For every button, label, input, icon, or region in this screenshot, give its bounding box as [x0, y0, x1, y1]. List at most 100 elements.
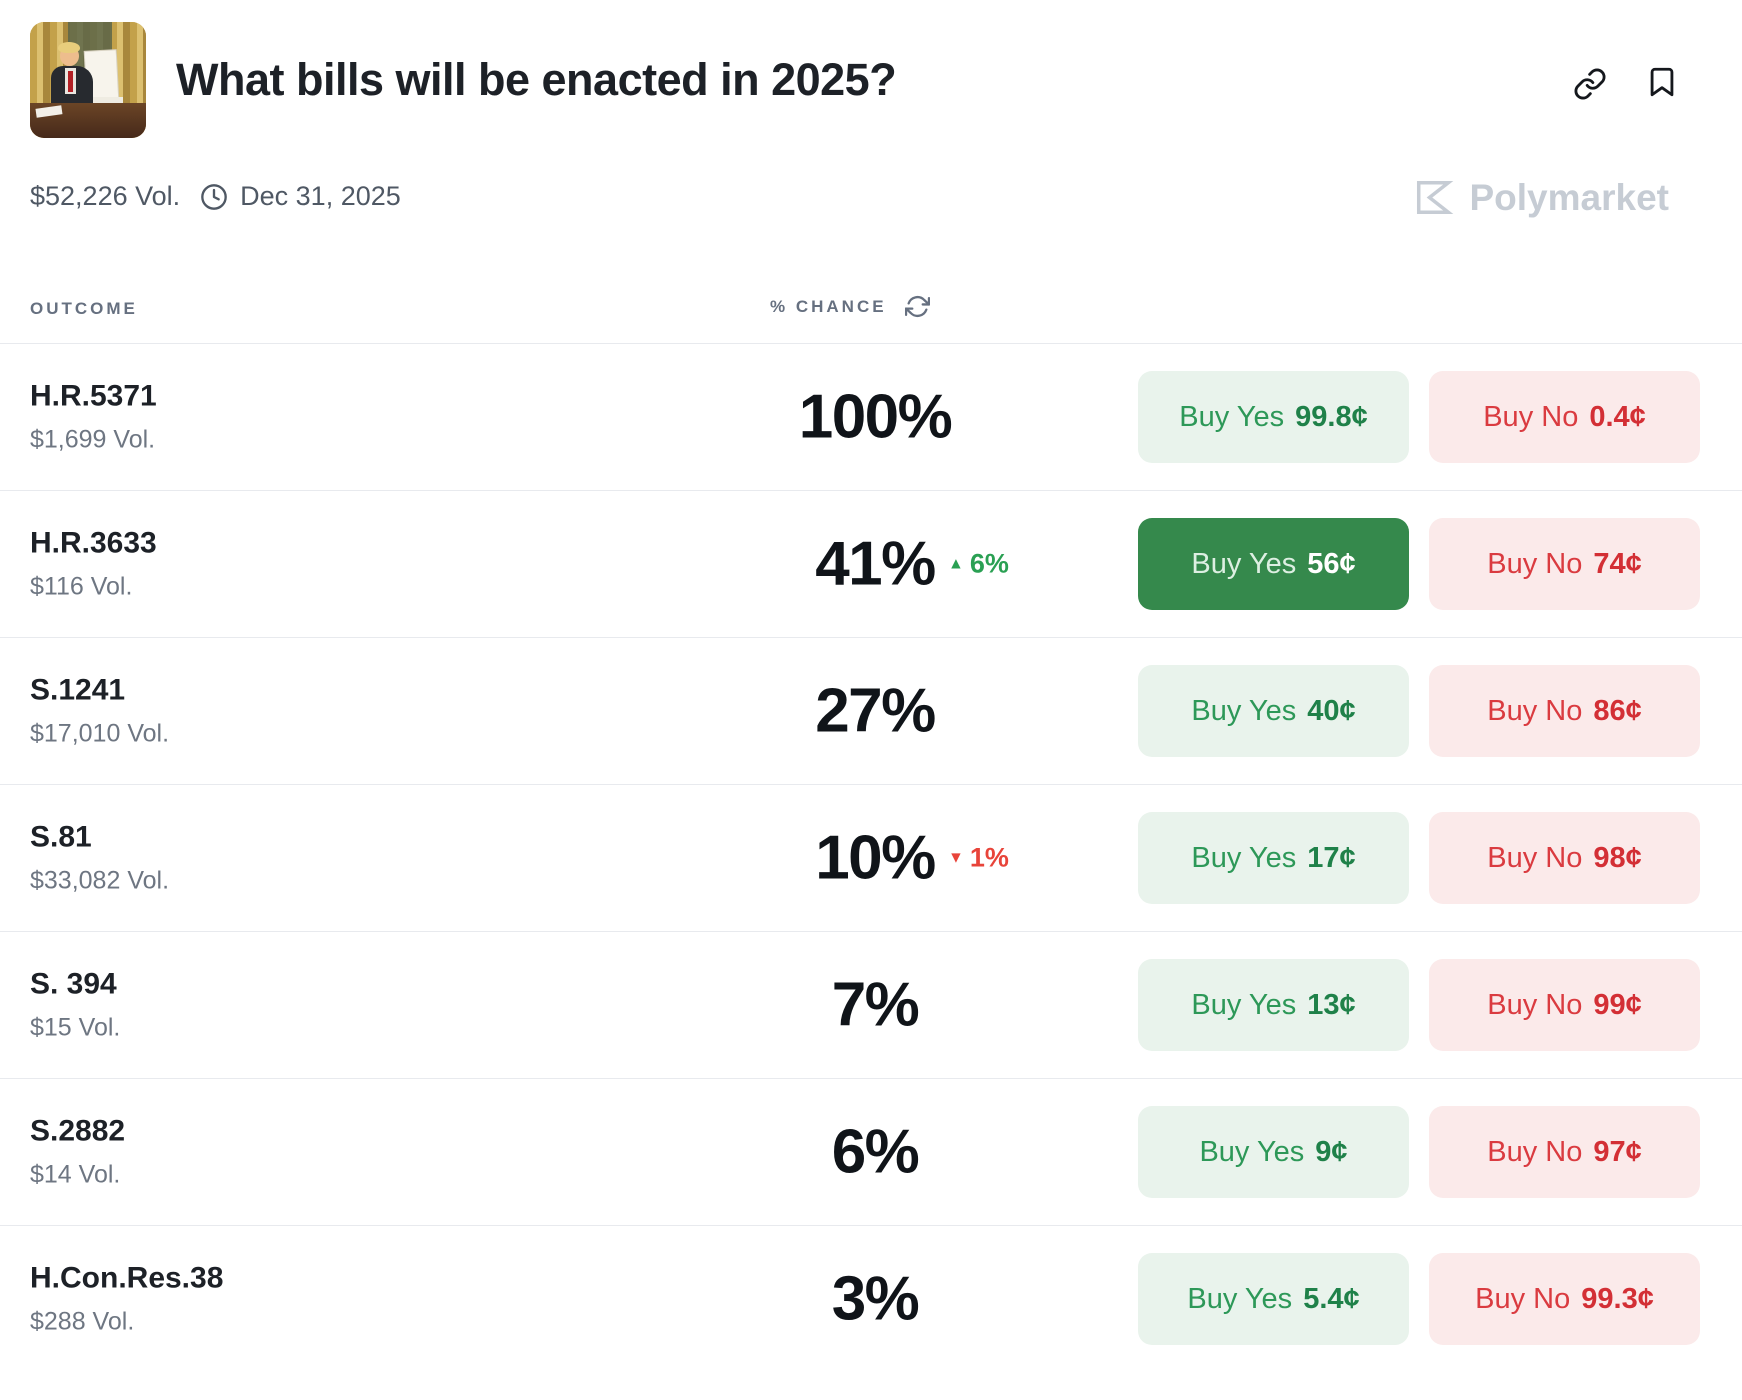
chance-value: 100%	[798, 382, 953, 452]
buy-no-label: Buy No	[1487, 547, 1583, 580]
outcome-cell: H.R.5371 $1,699 Vol.	[30, 380, 157, 455]
buy-no-price: 74¢	[1593, 547, 1642, 580]
buy-no-button[interactable]: Buy No 0.4¢	[1429, 371, 1700, 463]
buy-no-price: 97¢	[1593, 1135, 1642, 1168]
market-meta: $52,226 Vol. Dec 31, 2025	[30, 181, 401, 212]
buy-yes-button[interactable]: Buy Yes 40¢	[1138, 665, 1409, 757]
buy-no-label: Buy No	[1483, 400, 1579, 433]
outcome-volume: $116 Vol.	[30, 572, 133, 601]
chance-value: 27%	[815, 676, 936, 746]
table-row: S. 394 $15 Vol. 7% Buy Yes 13¢ Buy No 99…	[0, 931, 1742, 1078]
outcome-table: H.R.5371 $1,699 Vol. 100% Buy Yes 99.8¢ …	[0, 343, 1742, 1372]
outcome-name: H.Con.Res.38	[30, 1261, 224, 1295]
delta-value: 1%	[969, 842, 1009, 873]
chance-column-header: % CHANCE	[770, 296, 887, 316]
refresh-icon	[904, 295, 930, 318]
buy-yes-button[interactable]: Buy Yes 9¢	[1138, 1106, 1409, 1198]
outcome-name: S.1241	[30, 673, 126, 707]
outcome-name: H.R.3633	[30, 526, 157, 560]
delta-value: 6%	[969, 548, 1009, 579]
chance-value: 7%	[831, 970, 920, 1040]
buy-yes-label: Buy Yes	[1199, 1135, 1305, 1168]
buy-yes-label: Buy Yes	[1191, 988, 1297, 1021]
buy-yes-button[interactable]: Buy Yes 99.8¢	[1138, 371, 1409, 463]
buy-no-price: 99¢	[1593, 988, 1642, 1021]
outcome-column-header: OUTCOME	[30, 299, 138, 318]
delta-up-icon: ▲	[948, 555, 964, 572]
outcome-name: S.2882	[30, 1114, 126, 1148]
buy-no-button[interactable]: Buy No 99.3¢	[1429, 1253, 1700, 1345]
outcome-volume: $288 Vol.	[30, 1307, 135, 1336]
chance-delta: ▲ 6%	[948, 549, 1009, 580]
outcome-volume: $15 Vol.	[30, 1013, 121, 1042]
table-row: H.R.3633 $116 Vol. 41% ▲ 6% Buy Yes 56¢ …	[0, 490, 1742, 637]
bookmark-icon	[1650, 67, 1674, 97]
market-thumbnail	[30, 22, 146, 138]
chance-value: 41%	[815, 529, 936, 599]
buy-yes-label: Buy Yes	[1191, 694, 1297, 727]
refresh-button[interactable]	[904, 294, 930, 319]
delta-down-icon: ▼	[948, 849, 964, 866]
buy-yes-button[interactable]: Buy Yes 17¢	[1138, 812, 1409, 904]
buy-yes-price: 17¢	[1307, 841, 1356, 874]
outcome-cell: S.2882 $14 Vol.	[30, 1115, 125, 1190]
buy-no-price: 99.3¢	[1581, 1282, 1654, 1315]
polymarket-logo-mark	[1416, 180, 1453, 215]
copy-link-button[interactable]	[1570, 64, 1610, 104]
buy-yes-label: Buy Yes	[1191, 547, 1297, 580]
page-title: What bills will be enacted in 2025?	[176, 54, 897, 105]
table-row: S.1241 $17,010 Vol. 27% Buy Yes 40¢ Buy …	[0, 637, 1742, 784]
buy-no-button[interactable]: Buy No 98¢	[1429, 812, 1700, 904]
chance-value: 6%	[831, 1117, 920, 1187]
outcome-cell: H.R.3633 $116 Vol.	[30, 527, 157, 602]
market-end-date: Dec 31, 2025	[240, 181, 401, 211]
buy-no-button[interactable]: Buy No 86¢	[1429, 665, 1700, 757]
outcome-cell: H.Con.Res.38 $288 Vol.	[30, 1262, 223, 1337]
polymarket-logo[interactable]: Polymarket	[1412, 176, 1669, 219]
outcome-volume: $14 Vol.	[30, 1160, 121, 1189]
buy-yes-label: Buy Yes	[1191, 841, 1297, 874]
buy-no-price: 86¢	[1593, 694, 1642, 727]
clock-icon	[201, 183, 227, 210]
buy-yes-button[interactable]: Buy Yes 13¢	[1138, 959, 1409, 1051]
buy-no-label: Buy No	[1487, 1135, 1583, 1168]
buy-no-button[interactable]: Buy No 97¢	[1429, 1106, 1700, 1198]
buy-no-label: Buy No	[1487, 694, 1583, 727]
outcome-volume: $1,699 Vol.	[30, 425, 156, 454]
buy-no-label: Buy No	[1487, 841, 1583, 874]
buy-yes-label: Buy Yes	[1187, 1282, 1293, 1315]
buy-no-price: 98¢	[1593, 841, 1642, 874]
buy-yes-price: 40¢	[1307, 694, 1356, 727]
chance-value: 3%	[831, 1264, 920, 1334]
buy-no-label: Buy No	[1475, 1282, 1571, 1315]
buy-yes-price: 9¢	[1315, 1135, 1348, 1168]
table-row: H.R.5371 $1,699 Vol. 100% Buy Yes 99.8¢ …	[0, 343, 1742, 490]
buy-yes-button[interactable]: Buy Yes 56¢	[1138, 518, 1409, 610]
outcome-cell: S. 394 $15 Vol.	[30, 968, 120, 1043]
market-end-date-group: Dec 31, 2025	[200, 181, 401, 212]
link-icon	[1574, 68, 1606, 100]
buy-yes-price: 5.4¢	[1303, 1282, 1360, 1315]
buy-yes-button[interactable]: Buy Yes 5.4¢	[1138, 1253, 1409, 1345]
buy-yes-price: 99.8¢	[1295, 400, 1368, 433]
thumbnail-figure-tie	[68, 70, 73, 92]
table-row: S.81 $33,082 Vol. 10% ▼ 1% Buy Yes 17¢ B…	[0, 784, 1742, 931]
buy-no-button[interactable]: Buy No 99¢	[1429, 959, 1700, 1051]
outcome-cell: S.81 $33,082 Vol.	[30, 821, 169, 896]
outcome-volume: $33,082 Vol.	[30, 866, 170, 895]
thumbnail-figure-hair	[57, 41, 80, 54]
buy-yes-price: 13¢	[1307, 988, 1356, 1021]
outcome-name: S. 394	[30, 967, 117, 1001]
outcome-volume: $17,010 Vol.	[30, 719, 170, 748]
market-volume: $52,226 Vol.	[30, 181, 181, 211]
buy-no-button[interactable]: Buy No 74¢	[1429, 518, 1700, 610]
table-row: H.Con.Res.38 $288 Vol. 3% Buy Yes 5.4¢ B…	[0, 1225, 1742, 1372]
chance-column-header-group: % CHANCE	[770, 294, 930, 319]
buy-no-price: 0.4¢	[1589, 400, 1646, 433]
bookmark-button[interactable]	[1642, 62, 1682, 102]
table-row: S.2882 $14 Vol. 6% Buy Yes 9¢ Buy No 97¢	[0, 1078, 1742, 1225]
outcome-cell: S.1241 $17,010 Vol.	[30, 674, 169, 749]
chance-value: 10%	[815, 823, 936, 893]
buy-yes-label: Buy Yes	[1179, 400, 1285, 433]
